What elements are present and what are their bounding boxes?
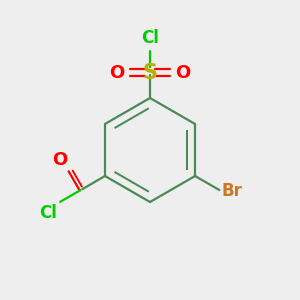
Text: Br: Br	[222, 182, 243, 200]
Text: O: O	[109, 64, 124, 82]
Text: O: O	[176, 64, 191, 82]
Text: Cl: Cl	[40, 204, 57, 222]
Text: Cl: Cl	[141, 29, 159, 47]
Text: S: S	[142, 63, 158, 83]
Text: O: O	[52, 151, 68, 169]
